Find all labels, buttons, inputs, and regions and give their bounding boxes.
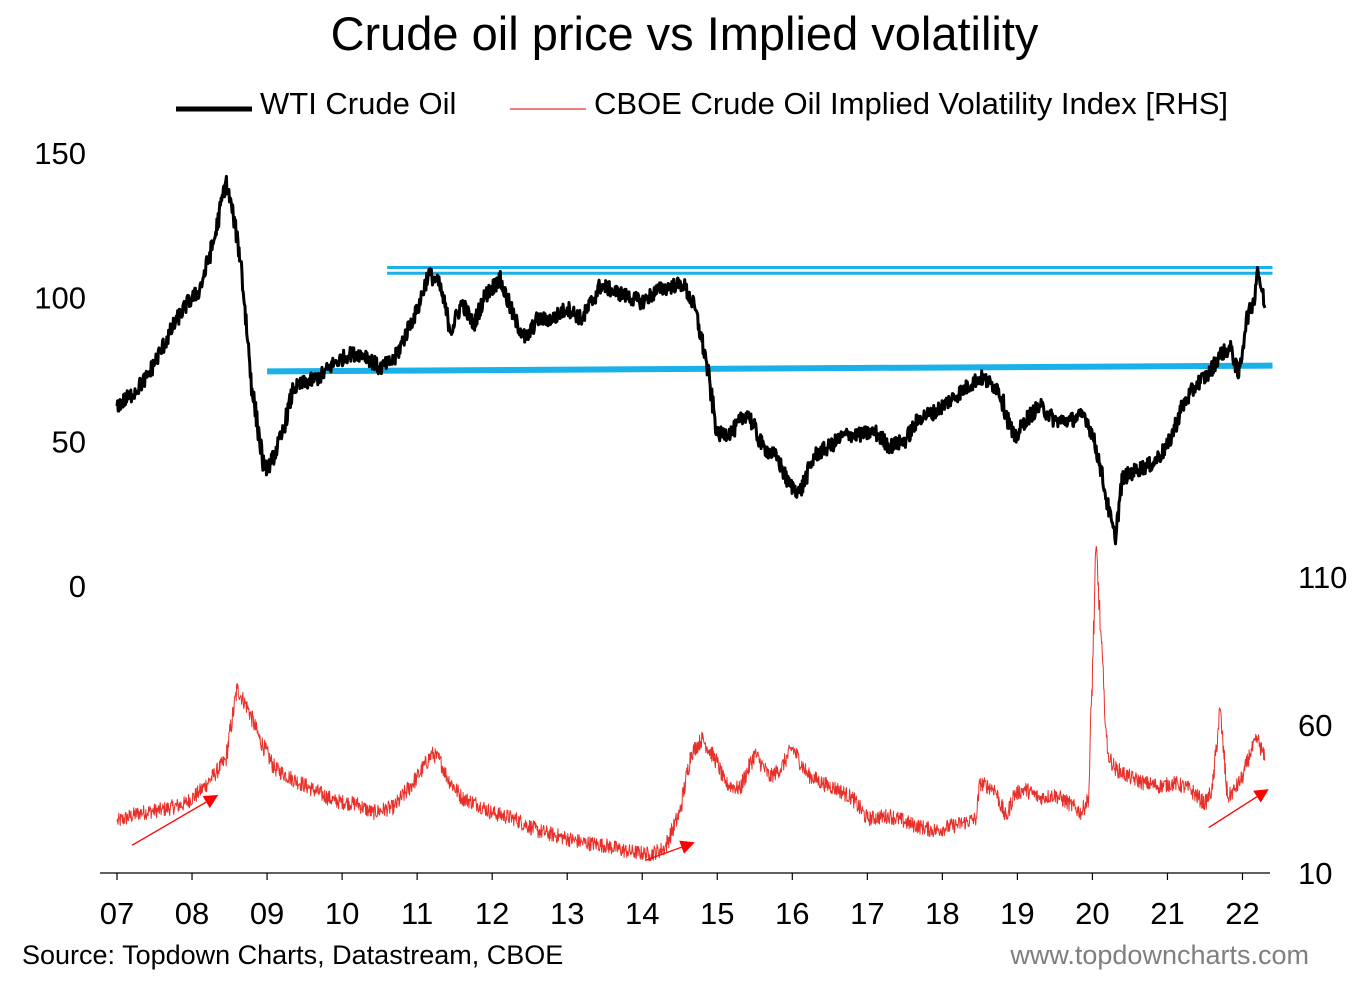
legend-swatch-ovx	[510, 86, 586, 122]
x-axis-tick-label: 19	[1000, 896, 1034, 931]
right-axis-tick-label: 60	[1298, 708, 1332, 743]
trend-arrow	[645, 846, 682, 861]
x-axis-tick-label: 12	[475, 896, 509, 931]
legend-swatch-wti	[176, 86, 252, 122]
left-axis-tick-label: 0	[69, 569, 86, 604]
left-axis-tick-label: 100	[34, 280, 86, 315]
trend-arrow-head	[679, 840, 695, 854]
x-axis-tick-label: 07	[100, 896, 134, 931]
x-axis-tick-label: 14	[625, 896, 659, 931]
x-axis-tick-label: 22	[1225, 896, 1259, 931]
x-axis-tick-label: 13	[550, 896, 584, 931]
website-credit: www.topdowncharts.com	[1010, 940, 1309, 970]
x-axis-tick-label: 16	[775, 896, 809, 931]
left-axis-tick-label: 150	[34, 136, 86, 171]
trend-arrow-head	[1253, 789, 1269, 803]
x-axis-tick-label: 15	[700, 896, 734, 931]
x-axis-tick-label: 17	[850, 896, 884, 931]
right-axis-tick-label: 10	[1298, 856, 1332, 891]
legend-label-wti: WTI Crude Oil	[260, 86, 457, 121]
trend-arrow-head	[202, 795, 219, 809]
legend-item-wti: WTI Crude Oil	[176, 86, 456, 122]
trend-arrow	[1208, 796, 1258, 829]
series-wti-line	[115, 174, 1267, 546]
x-axis-tick-label: 08	[175, 896, 209, 931]
legend-label-ovx: CBOE Crude Oil Implied Volatility Index …	[594, 86, 1229, 121]
x-axis-tick-label: 11	[401, 896, 433, 931]
x-axis-tick-label: 09	[250, 896, 284, 931]
x-axis-tick-label: 21	[1150, 896, 1184, 931]
x-axis-tick-label: 18	[925, 896, 959, 931]
right-axis-tick-label: 110	[1298, 560, 1347, 595]
legend-item-ovx: CBOE Crude Oil Implied Volatility Index …	[510, 86, 1228, 122]
level-line	[267, 362, 1273, 375]
legend: WTI Crude Oil CBOE Crude Oil Implied Vol…	[0, 86, 1369, 130]
series-ovx-line	[116, 545, 1266, 862]
source-note: Source: Topdown Charts, Datastream, CBOE	[22, 940, 564, 970]
left-axis-tick-label: 50	[52, 425, 86, 460]
x-axis-tick-label: 10	[325, 896, 359, 931]
chart-title: Crude oil price vs Implied volatility	[330, 7, 1039, 60]
trend-arrow	[131, 801, 207, 846]
x-axis-tick-label: 20	[1075, 896, 1109, 931]
